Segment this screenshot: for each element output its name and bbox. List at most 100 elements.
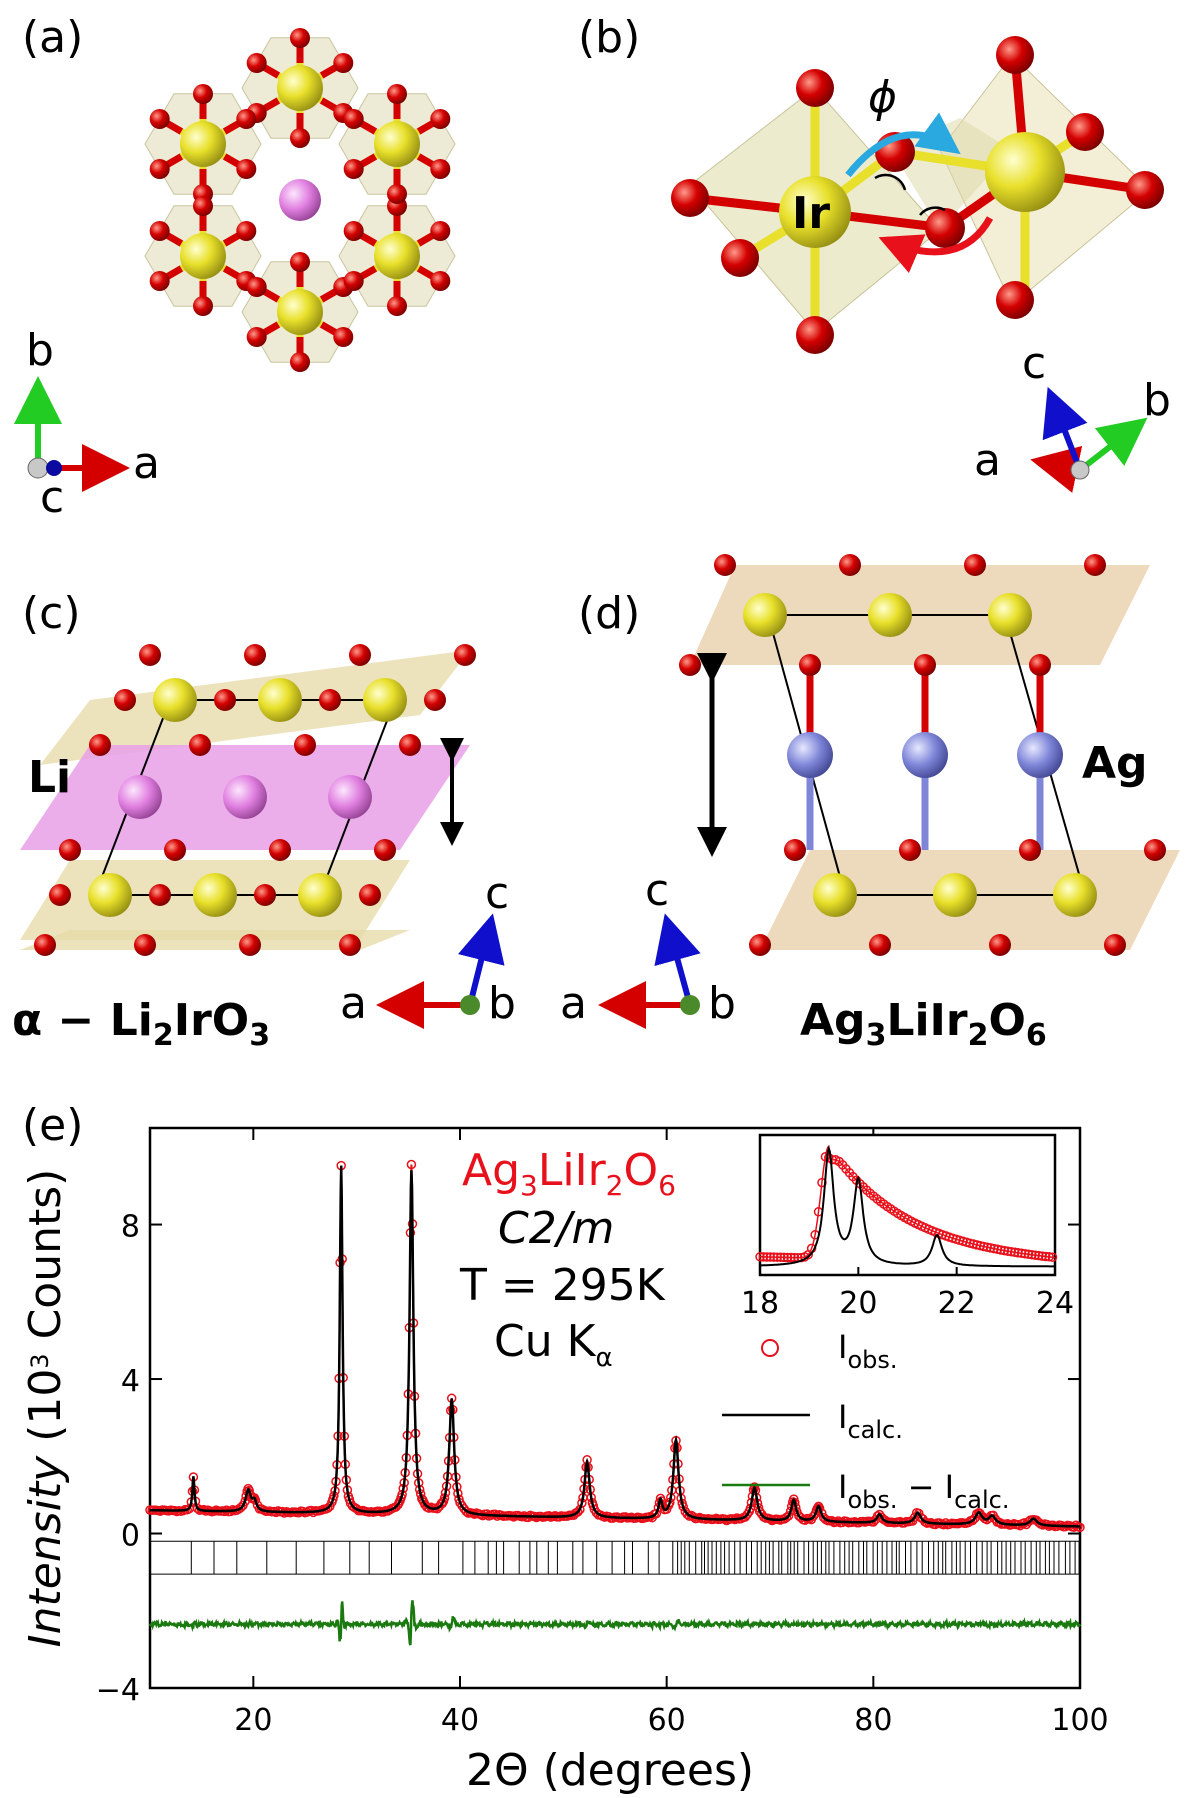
lithium-atom [118, 775, 162, 819]
axis-label-a: a [974, 435, 1001, 486]
oxygen-atom [214, 689, 236, 711]
oxygen-atom [290, 252, 310, 272]
inset-observed-point [762, 1252, 772, 1262]
iridium-atom [180, 233, 226, 279]
axis-label-a: a [133, 438, 160, 489]
x-tick-label: 40 [441, 1703, 479, 1738]
oxygen-atom [349, 644, 371, 666]
formula-ag3liir2o6: Ag3LiIr2O6 [800, 995, 1047, 1053]
inset-observed-point [765, 1252, 776, 1262]
oxygen-atom [1019, 839, 1041, 861]
axes-triad-c: a c b [340, 868, 516, 1029]
oxygen-atom [193, 84, 213, 104]
panel-e: (e) −4 0 4 8 20 40 60 80 100 2Θ (degrees) Inten… [20, 1100, 1109, 1796]
oxygen-atom [193, 196, 213, 216]
oxygen-atom [989, 934, 1011, 956]
legend-label-calculated: Icalc. [838, 1398, 903, 1444]
oxygen-atom [239, 934, 261, 956]
oxygen-atom [246, 277, 267, 297]
observed-point [406, 1159, 417, 1170]
oxygen-atom [899, 839, 921, 861]
oxygen-atom [290, 352, 310, 372]
oxygen-atom [246, 327, 267, 347]
axis-label-b: b [26, 325, 54, 376]
axis-label-c: c [645, 865, 669, 916]
y-tick-label: −4 [96, 1673, 140, 1708]
oxygen-atom [149, 884, 171, 906]
oxygen-atom [454, 644, 476, 666]
inset-x-ticks: 18 20 22 24 [741, 1267, 1074, 1321]
inset-observed-point [769, 1252, 779, 1262]
oxygen-atom [236, 159, 257, 179]
oxygen-atom [149, 271, 170, 291]
axis-label-b: b [708, 978, 736, 1029]
inset-observed-point [1037, 1251, 1047, 1261]
oxygen-atom [343, 109, 364, 129]
oxygen-atom [1144, 839, 1166, 861]
iridium-atom [374, 233, 420, 279]
iridium-atom [374, 121, 420, 167]
oxygen-atom [236, 109, 257, 129]
iridium-atom [298, 873, 342, 917]
oxygen-atom [424, 689, 446, 711]
observed-point [814, 1503, 825, 1513]
axes-triad-b: a c b [974, 338, 1171, 493]
oxygen-atom [399, 734, 421, 756]
inset-observed-point [1027, 1250, 1037, 1260]
iridium-atom [933, 873, 977, 917]
oxygen-atom [193, 296, 213, 316]
li-layer-label: Li [28, 752, 71, 803]
oxygen-atom [1084, 554, 1106, 576]
iridium-atom [813, 873, 857, 917]
oxygen-atom [246, 53, 267, 73]
oxygen-atom [679, 654, 701, 676]
inset-observed-point [755, 1252, 765, 1262]
silver-atom [787, 732, 833, 778]
oxygen-atom [343, 271, 364, 291]
annotation-space-group: C2/m [498, 1203, 614, 1254]
honeycomb-structure [144, 28, 456, 372]
x-tick-label: 60 [648, 1703, 686, 1738]
oxygen-atom [269, 839, 291, 861]
inset-observed-point [1034, 1250, 1044, 1261]
oxygen-atom [430, 271, 451, 291]
inset-observed-point [786, 1252, 796, 1263]
oxygen-atom [964, 554, 986, 576]
legend-label-difference: Iobs. − Icalc. [838, 1468, 1010, 1514]
oxygen-atom [914, 654, 936, 676]
panel-c: (c) Li a c b α − Li2IrO3 [12, 588, 516, 1053]
iridium-atom [1053, 873, 1097, 917]
observed-point [967, 1515, 978, 1526]
alpha-li2iro3-structure [20, 644, 476, 956]
y-axis-label: Intensity (103 Counts) [20, 1169, 71, 1648]
oxygen-atom [1104, 934, 1126, 956]
inset-calculated-line [760, 1145, 1055, 1268]
oxygen-atom [430, 109, 451, 129]
inset-x-tick-label: 22 [938, 1286, 976, 1321]
iridium-atom [743, 593, 787, 637]
oxygen-atom [149, 159, 170, 179]
oxygen-atom [339, 934, 361, 956]
oxygen-atom [799, 654, 821, 676]
difference-curve [148, 1600, 1082, 1646]
legend-marker-observed [761, 1339, 779, 1357]
oxygen-atom [34, 934, 56, 956]
oxygen-atom [430, 159, 451, 179]
inset-observed-point [758, 1252, 769, 1262]
oxygen-atom [343, 159, 364, 179]
inset-observed-points [755, 1152, 1058, 1263]
inset-x-tick-label: 18 [741, 1286, 779, 1321]
oxygen-atom [319, 689, 341, 711]
x-tick-label: 80 [854, 1703, 892, 1738]
oxygen-atom [149, 109, 170, 129]
inset-observed-point [1009, 1247, 1020, 1258]
legend-item-calculated: Icalc. [722, 1398, 903, 1444]
panel-a-label: (a) [22, 12, 83, 63]
oxygen-atom [387, 296, 407, 316]
phi-angle-label: ϕ [868, 72, 897, 123]
inset-observed-point [775, 1252, 786, 1263]
y-tick-label: 0 [121, 1519, 140, 1554]
oxygen-atom [374, 839, 396, 861]
x-axis-label: 2Θ (degrees) [466, 1745, 754, 1796]
panel-a: (a) b a c [13, 12, 456, 523]
